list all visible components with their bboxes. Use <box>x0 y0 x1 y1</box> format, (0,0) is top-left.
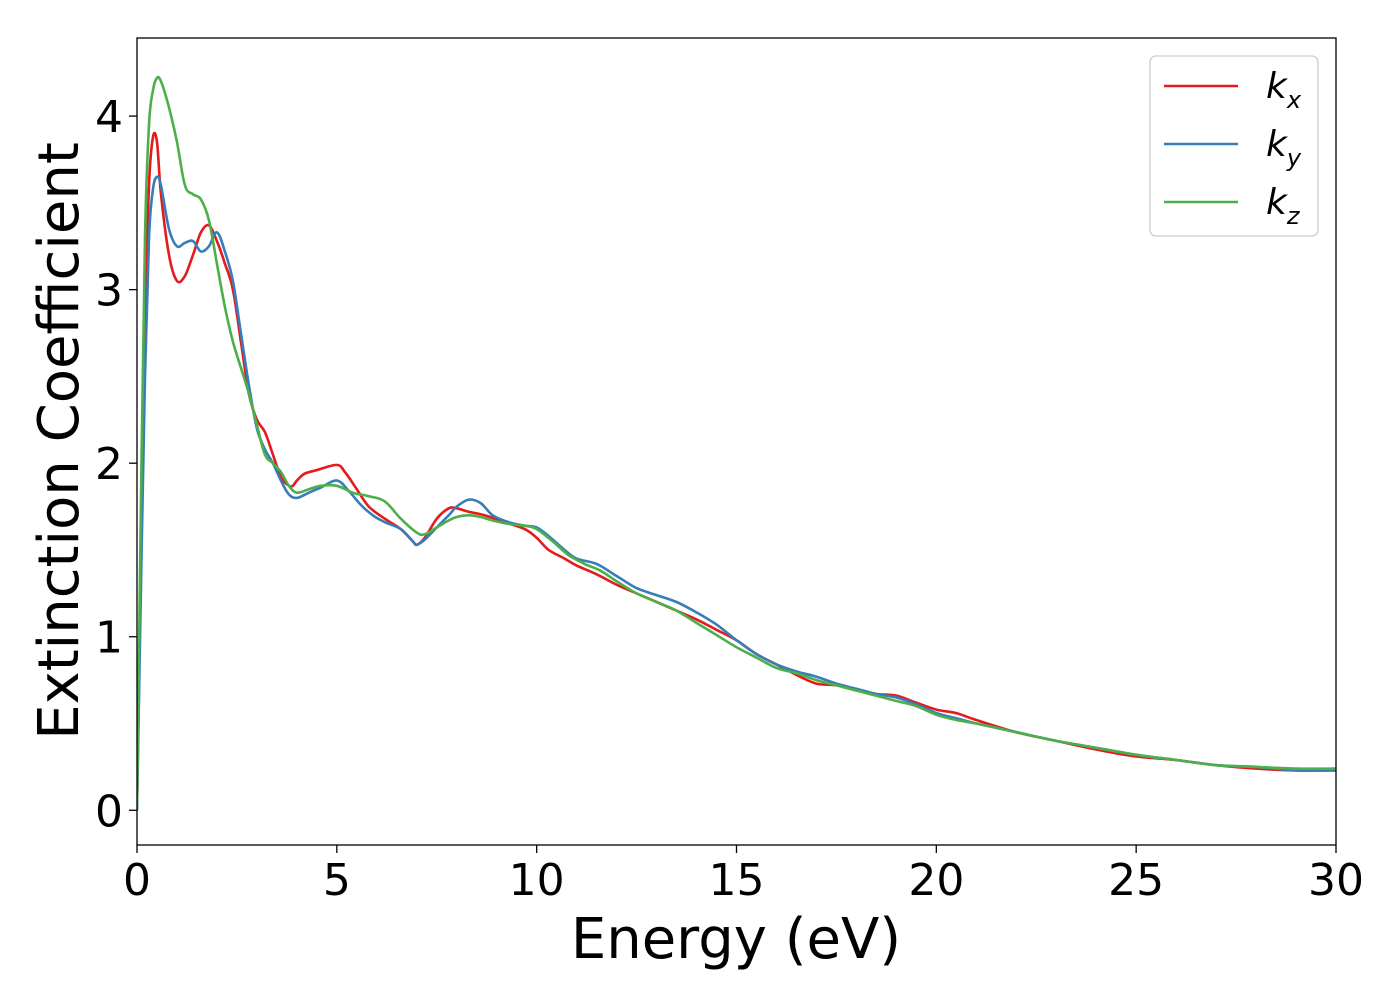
y-tick-label: 3 <box>95 266 123 317</box>
legend-box <box>1149 55 1319 237</box>
y-tick-label: 2 <box>95 439 123 490</box>
series-line-kz <box>137 75 1336 811</box>
y-axis: 0 1 2 3 4 <box>95 92 137 837</box>
x-tick-label: 20 <box>908 855 964 906</box>
series-layer <box>137 75 1336 811</box>
x-tick-label: 15 <box>709 855 765 906</box>
y-tick-label: 0 <box>95 786 123 837</box>
x-tick-label: 0 <box>123 855 151 906</box>
x-axis: 0 5 10 15 20 25 30 <box>123 845 1364 906</box>
legend: kx ky kz <box>1149 55 1319 237</box>
x-tick-label: 25 <box>1108 855 1164 906</box>
y-tick-label: 4 <box>95 92 123 143</box>
x-tick-label: 5 <box>323 855 351 906</box>
series-line-kx <box>137 131 1336 811</box>
legend-label-kx: kx <box>1266 66 1302 114</box>
x-axis-title: Energy (eV) <box>571 907 901 972</box>
series-line-ky <box>137 175 1336 811</box>
legend-label-kz: kz <box>1266 182 1301 230</box>
x-tick-label: 30 <box>1308 855 1364 906</box>
y-axis-title: Extinction Coefficient <box>27 142 92 740</box>
y-tick-label: 1 <box>95 613 123 664</box>
legend-label-ky: ky <box>1266 124 1302 172</box>
x-tick-label: 10 <box>509 855 565 906</box>
